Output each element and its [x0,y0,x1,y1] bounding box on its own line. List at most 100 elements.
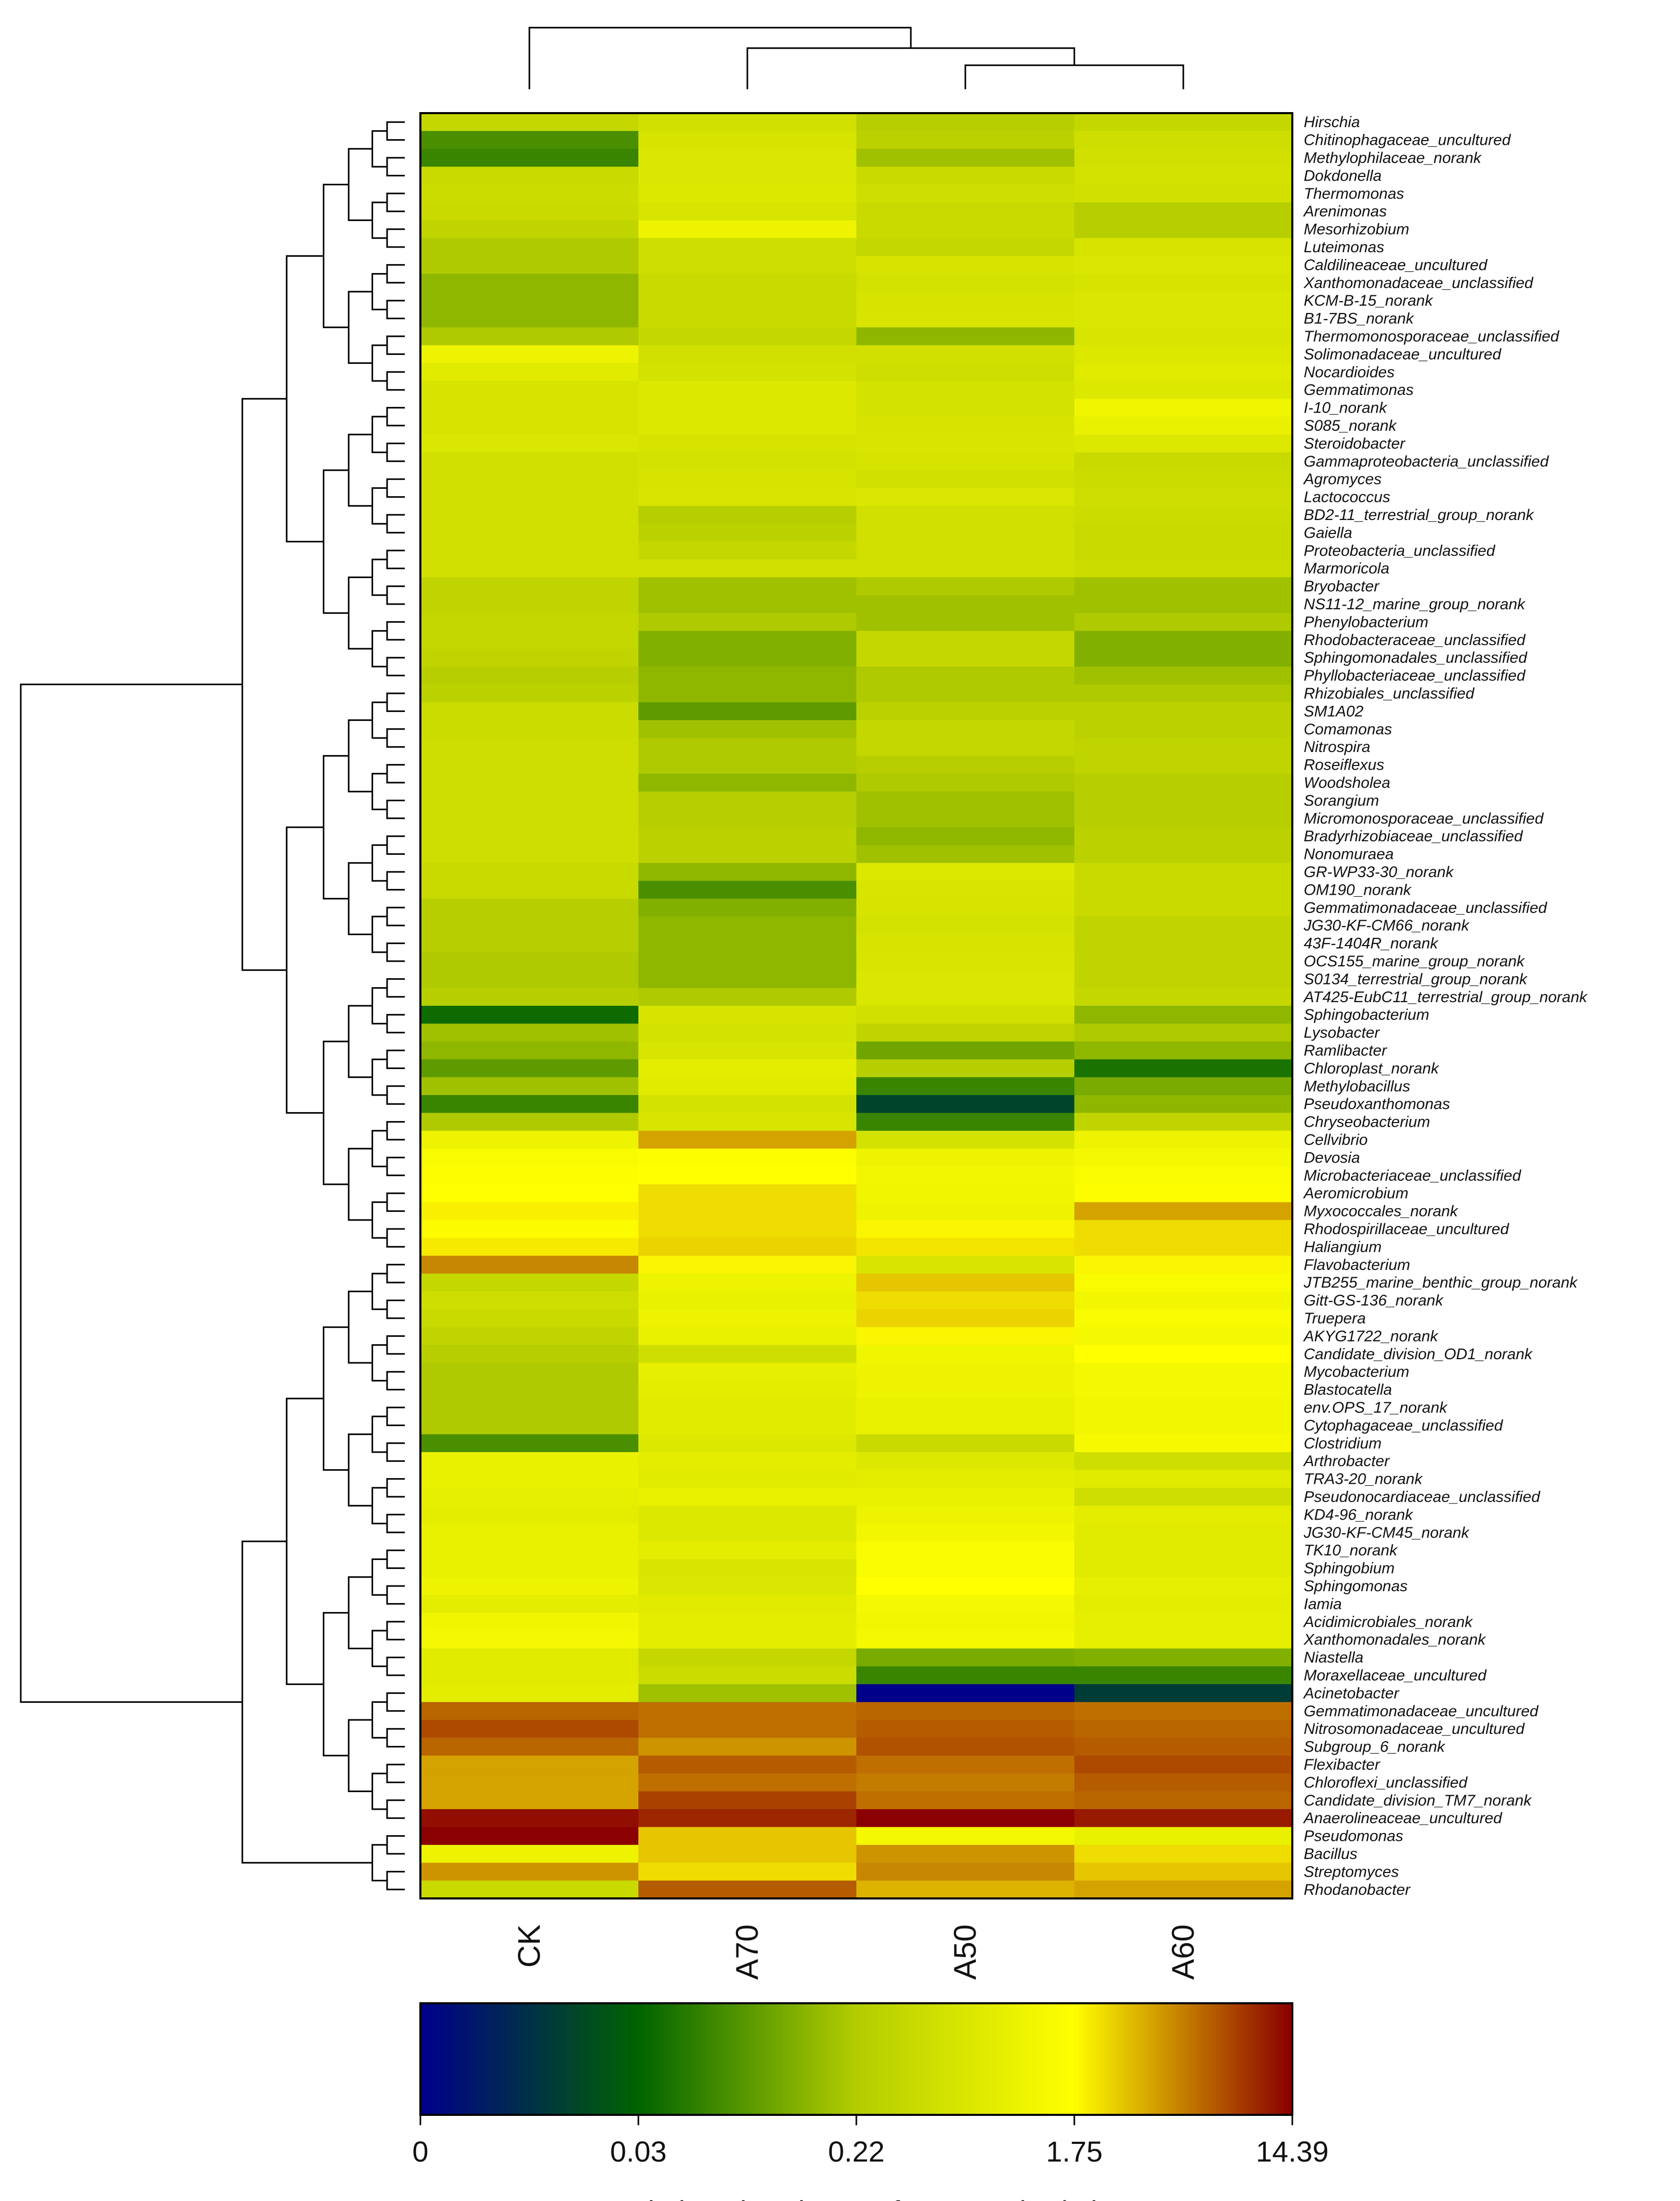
color-key-swatch [689,2003,693,2115]
color-key-swatch [609,2003,613,2115]
color-key-swatch [809,2003,813,2115]
color-key-swatch [1212,2003,1217,2115]
color-key-swatch [606,2003,610,2115]
heatmap-cell [420,720,639,739]
row-label: Sorangium [1304,792,1379,809]
color-key-swatch [1201,2003,1206,2115]
color-key-swatch [933,2003,937,2115]
heatmap-cell [420,434,639,453]
heatmap-cell [638,1631,857,1649]
color-key-swatch [642,2003,646,2115]
color-key-swatch [551,2003,555,2115]
dendrogram-link [386,1371,405,1391]
heatmap-cell [638,1470,857,1488]
row-label: Proteobacteria_unclassified [1304,542,1496,559]
color-key-swatch [700,2003,704,2115]
heatmap-cell [856,1577,1075,1595]
heatmap-cell [1074,1755,1293,1774]
heatmap-cell [1074,1255,1293,1274]
dendrogram-link [371,1344,387,1382]
heatmap-cell [638,452,857,471]
heatmap-cell [420,1612,639,1631]
heatmap-cell [856,1720,1075,1738]
heatmap-cell [856,505,1075,524]
color-key-swatch [1252,2003,1256,2115]
dendrogram-link [371,558,387,596]
heatmap-cell [1074,773,1293,792]
heatmap-cell [638,1666,857,1685]
heatmap-cell [420,1720,639,1738]
heatmap-cell [1074,756,1293,774]
heatmap-cell [420,1773,639,1792]
heatmap-cell [638,1202,857,1221]
heatmap-cell [638,1844,857,1863]
color-key-swatch [969,2003,973,2115]
heatmap-cell [420,452,639,471]
color-key-swatch [1063,2003,1068,2115]
heatmap-cell [420,1006,639,1024]
row-label: Solimonadaceae_uncultured [1304,346,1502,363]
row-label: Sphingomonas [1304,1578,1408,1595]
dendrogram-link [386,1621,405,1641]
row-label: Myxococcales_norank [1304,1203,1459,1220]
heatmap-cell [638,1434,857,1453]
color-key-swatch [998,2003,1002,2115]
row-label: Phyllobacteriaceae_unclassified [1304,667,1526,685]
dendrogram-link [386,193,405,212]
color-key-swatch [1263,2003,1267,2115]
color-key-swatch [558,2003,563,2115]
heatmap-cell [638,541,857,560]
heatmap-cell [856,202,1075,221]
dendrogram-link [348,1005,373,1078]
row-label: Blastocatella [1304,1382,1392,1399]
heatmap-cell [420,952,639,970]
heatmap-cell [1074,1631,1293,1649]
color-key-swatch [1260,2003,1264,2115]
row-label: Gaiella [1304,524,1352,541]
heatmap-cell [638,363,857,381]
color-key-swatch [420,2003,425,2115]
color-key-swatch [1209,2003,1213,2115]
heatmap-cell [1074,1220,1293,1238]
heatmap-cell [420,613,639,632]
heatmap-cell [638,1416,857,1435]
color-key-swatch [900,2003,904,2115]
dendrogram-link [348,1576,373,1649]
row-label: Sphingobacterium [1304,1006,1429,1023]
row-label: env.OPS_17_norank [1304,1399,1448,1416]
color-key-swatch [1056,2003,1060,2115]
color-key-swatch [595,2003,599,2115]
heatmap-cell [856,1434,1075,1453]
heatmap-cell [856,167,1075,185]
color-key-swatch [613,2003,617,2115]
heatmap-cell [1074,1738,1293,1756]
color-key-swatch [835,2003,839,2115]
dendrogram-link [348,148,373,221]
color-key-swatch [762,2003,766,2115]
heatmap-cell [638,952,857,970]
heatmap-cell [1074,470,1293,488]
color-key-swatch [1216,2003,1220,2115]
color-key-swatch [922,2003,926,2115]
heatmap-cell [1074,1274,1293,1292]
heatmap-cell [638,1541,857,1560]
dendrogram-link [386,335,405,355]
heatmap-cell [420,1844,639,1863]
heatmap-cell [638,559,857,578]
dendrogram-link [386,1049,405,1069]
color-key-swatch [1183,2003,1187,2115]
heatmap-cell [638,131,857,149]
dendrogram-link [386,1228,405,1248]
heatmap-cell [638,1738,857,1756]
heatmap-cell [420,148,639,167]
color-key-swatch [914,2003,919,2115]
dendrogram-link [386,514,405,534]
row-label: Phenylobacterium [1304,613,1428,631]
heatmap-cell [420,1095,639,1113]
heatmap-cell [638,934,857,953]
color-key-swatch [1009,2003,1013,2115]
heatmap-cell [856,1291,1075,1310]
dendrogram-link [386,228,405,248]
color-key-swatch [813,2003,817,2115]
row-label: Gitt-GS-136_norank [1304,1292,1444,1309]
